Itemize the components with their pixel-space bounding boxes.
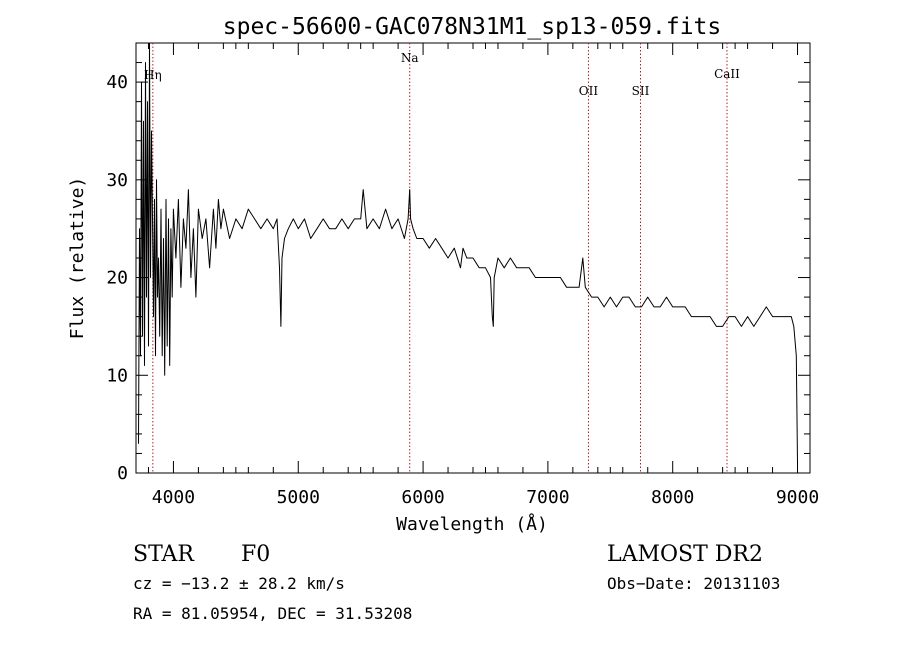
spectral-subclass: F0 xyxy=(241,542,270,567)
x-tick-label: 8000 xyxy=(651,487,694,508)
chart-title: spec-56600-GAC078N31M1_sp13-059.fits xyxy=(223,14,722,40)
coordinates-text: RA = 81.05954, DEC = 31.53208 xyxy=(133,604,412,623)
redshift-text: cz = −13.2 ± 28.2 km/s xyxy=(133,574,345,593)
y-tick-label: 40 xyxy=(106,72,128,93)
x-axis-label: Wavelength (Å) xyxy=(396,513,548,535)
spectrum-series xyxy=(138,42,798,464)
obs-date-text: Obs−Date: 20131103 xyxy=(607,574,780,593)
y-axis-ticks: 0 10 20 30 40 xyxy=(106,42,810,484)
y-axis-label: Flux (relative) xyxy=(67,177,88,340)
y-tick-label: 10 xyxy=(106,365,128,386)
spectral-line-label: SII xyxy=(632,84,650,98)
spectral-line-label: Hη xyxy=(144,68,162,82)
y-tick-label: 30 xyxy=(106,170,128,191)
x-tick-label: 4000 xyxy=(152,487,195,508)
x-tick-label: 7000 xyxy=(526,487,569,508)
x-tick-label: 5000 xyxy=(277,487,320,508)
x-tick-label: 6000 xyxy=(401,487,444,508)
spectral-line-label: CaII xyxy=(714,67,740,81)
x-tick-label: 9000 xyxy=(776,487,819,508)
spectral-line-label: OII xyxy=(579,84,599,98)
survey-name: LAMOST DR2 xyxy=(607,542,763,567)
y-tick-label: 0 xyxy=(117,463,128,484)
spectral-line-markers: Hη Na OII SII CaII xyxy=(144,43,740,473)
x-axis-ticks: 4000 5000 6000 7000 8000 9000 xyxy=(147,43,819,508)
object-class: STAR xyxy=(133,542,195,567)
y-tick-label: 20 xyxy=(106,268,128,289)
spectrum-line xyxy=(138,42,798,464)
spectral-line-label: Na xyxy=(401,51,419,65)
